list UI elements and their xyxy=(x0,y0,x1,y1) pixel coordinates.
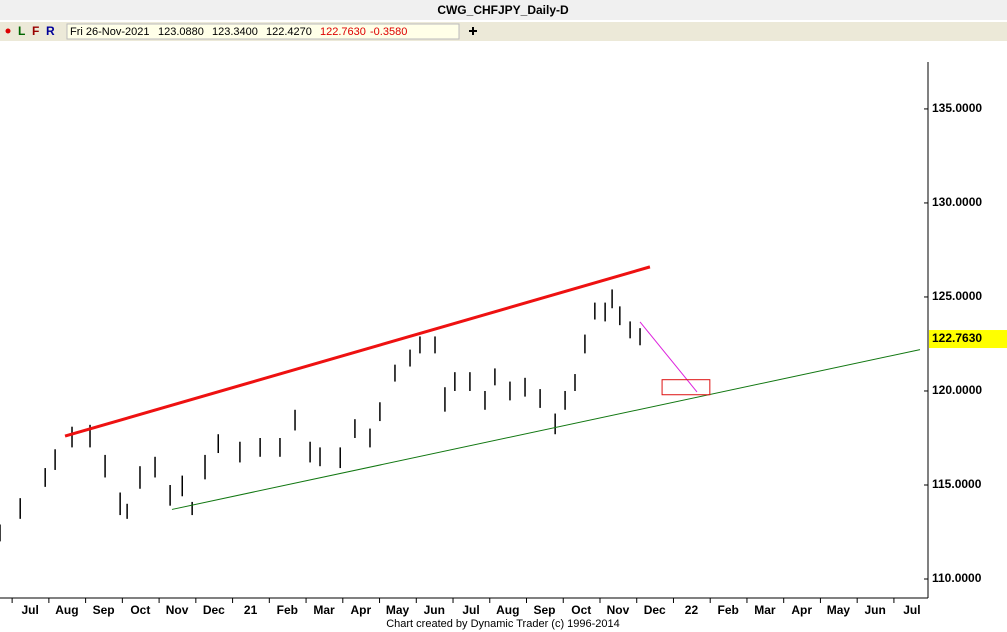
x-tick-label: 21 xyxy=(244,603,258,617)
last-price-box xyxy=(929,330,1007,349)
toolbar-button[interactable]: R xyxy=(46,24,55,38)
footer: Chart created by Dynamic Trader (c) 1996… xyxy=(386,618,620,630)
info-change: -0.3580 xyxy=(370,26,407,38)
toolbar-button[interactable]: L xyxy=(18,24,25,38)
info-open: 123.0880 xyxy=(158,26,204,38)
y-tick-label: 115.0000 xyxy=(932,477,982,491)
info-high: 123.3400 xyxy=(212,26,258,38)
x-tick-label: Oct xyxy=(571,603,591,617)
x-tick-label: Sep xyxy=(533,603,555,617)
x-tick-label: Sep xyxy=(93,603,115,617)
x-tick-label: May xyxy=(386,603,410,617)
toolbar-button[interactable]: F xyxy=(32,24,39,38)
x-tick-label: Nov xyxy=(166,603,189,617)
trendline xyxy=(64,265,651,438)
x-tick-label: Jul xyxy=(21,603,38,617)
x-tick-label: Dec xyxy=(644,603,666,617)
x-tick-label: Aug xyxy=(496,603,519,617)
x-tick-label: Feb xyxy=(277,603,298,617)
x-tick-label: 22 xyxy=(685,603,699,617)
x-tick-label: Dec xyxy=(203,603,225,617)
info-box xyxy=(66,23,460,40)
x-tick-label: Oct xyxy=(130,603,150,617)
chart-title: CWG_CHFJPY_Daily-D xyxy=(437,3,569,17)
info-close: 122.7630 xyxy=(320,26,366,38)
x-tick-label: Mar xyxy=(313,603,335,617)
info-low: 122.4270 xyxy=(266,26,312,38)
y-tick-label: 130.0000 xyxy=(932,195,982,209)
last-price-label: 122.7630 xyxy=(932,331,982,345)
x-tick-label: Jun xyxy=(424,603,445,617)
x-tick-label: Nov xyxy=(607,603,630,617)
x-tick-label: Aug xyxy=(55,603,78,617)
y-tick-label: 125.0000 xyxy=(932,289,982,303)
x-tick-label: Jul xyxy=(462,603,479,617)
x-tick-label: May xyxy=(827,603,851,617)
x-tick-label: Jun xyxy=(865,603,886,617)
x-tick-label: Feb xyxy=(718,603,739,617)
status-dot xyxy=(5,28,11,34)
x-tick-label: Apr xyxy=(791,603,812,617)
target-box xyxy=(661,379,711,396)
x-tick-label: Jul xyxy=(903,603,920,617)
y-tick-label: 110.0000 xyxy=(932,571,982,585)
x-tick-label: Mar xyxy=(754,603,776,617)
info-date: Fri 26-Nov-2021 xyxy=(70,26,149,38)
y-tick-label: 135.0000 xyxy=(932,101,982,115)
add-button[interactable] xyxy=(469,27,477,35)
x-tick-label: Apr xyxy=(350,603,371,617)
title-bar xyxy=(0,0,1007,20)
trendline xyxy=(171,349,921,510)
y-tick-label: 120.0000 xyxy=(932,383,982,397)
trendline xyxy=(639,321,698,393)
